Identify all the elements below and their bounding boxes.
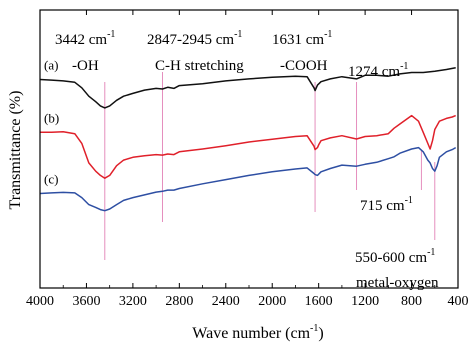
series-line-0 — [39, 67, 456, 109]
x-tick-label-3600: 3600 — [72, 294, 100, 309]
x-tick-label-800: 800 — [401, 294, 422, 309]
annotations: 3442 cm-1 -OH 2847-2945 cm-1 C-H stretching… — [55, 29, 439, 291]
series-tags: (a) (b) (c) — [44, 58, 59, 187]
annotation-cooh_wn: 1631 cm-1 — [272, 29, 332, 48]
annotation-cooh_group: -COOH — [280, 58, 328, 74]
series-tag-1: (b) — [44, 110, 59, 125]
x-tick-label-1200: 1200 — [351, 294, 379, 309]
x-tick-label-3200: 3200 — [119, 294, 147, 309]
y-axis-title: Transmittance (%) — [7, 91, 24, 210]
x-tick-label-2400: 2400 — [212, 294, 240, 309]
annotation-mo_group: metal-oxygen — [356, 275, 439, 291]
x-axis-title: Wave number (cm-1) — [192, 323, 323, 342]
annotation-p1274: 1274 cm-1 — [348, 61, 408, 80]
annotation-oh_wn: 3442 cm-1 — [55, 29, 115, 48]
series-line-1 — [40, 114, 456, 179]
series-layer — [39, 67, 457, 212]
annotation-mo_wn: 550-600 cm-1 — [355, 247, 435, 266]
annotation-p715: 715 cm-1 — [360, 195, 413, 214]
annotation-ch_group: C-H stretching — [155, 58, 244, 74]
reference-lines — [104, 72, 436, 260]
series-tag-0: (a) — [44, 58, 58, 73]
plot-frame — [39, 9, 459, 289]
x-axis-ticks — [39, 10, 459, 288]
x-tick-label-400: 400 — [448, 294, 468, 309]
x-tick-label-2000: 2000 — [258, 294, 286, 309]
x-tick-label-1600: 1600 — [305, 294, 333, 309]
annotation-oh_group: -OH — [72, 58, 99, 74]
annotation-ch_wn: 2847-2945 cm-1 — [147, 29, 242, 48]
x-tick-label-2800: 2800 — [165, 294, 193, 309]
series-tag-2: (c) — [44, 171, 58, 186]
x-tick-label-4000: 4000 — [26, 294, 54, 309]
x-axis-tick-labels: 4000 3600 3200 2800 2400 2000 1600 1200 800 400 — [26, 294, 468, 309]
series-line-2 — [39, 146, 457, 212]
